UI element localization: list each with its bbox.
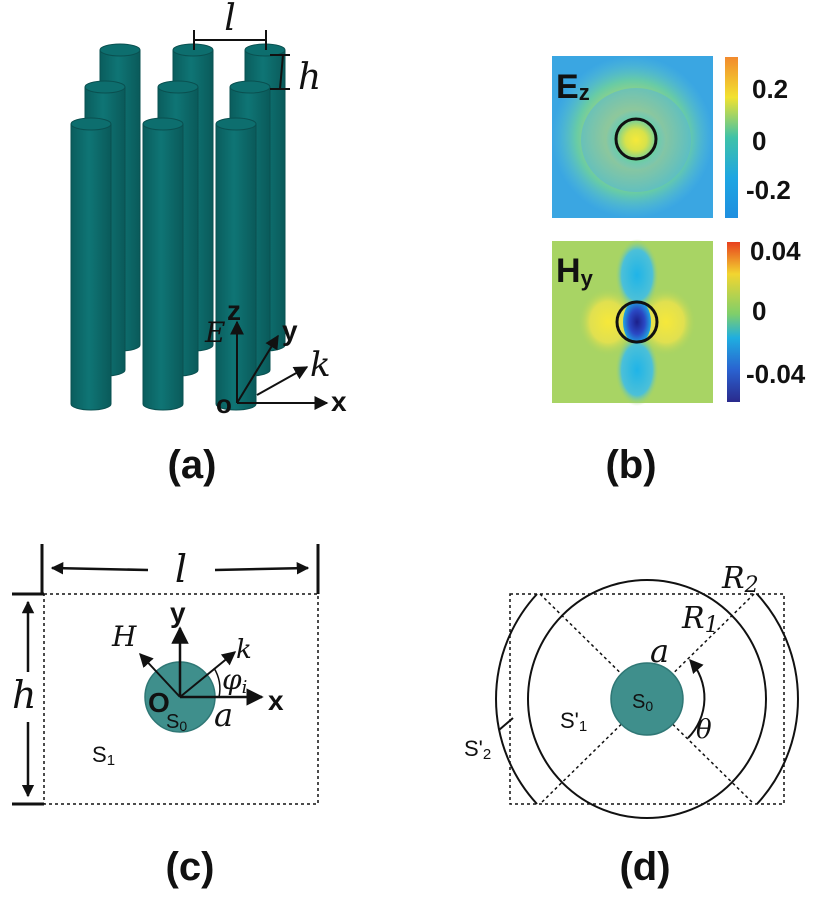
ez-cylinder-outline xyxy=(614,117,658,161)
panel-d-integration-regions: R2 R1 a S0 S'1 S'2 θ (d) xyxy=(464,561,799,889)
origin-label-c: O xyxy=(148,687,170,718)
ez-field-map: Ez 0.2 0 -0.2 xyxy=(552,56,791,218)
field-e-label: E xyxy=(204,316,225,349)
unit-cell-boundary-d xyxy=(509,593,785,805)
wave-k-label-c: k xyxy=(236,635,252,665)
circle-r1 xyxy=(527,579,767,819)
axis-z-label: z xyxy=(227,295,241,326)
r2-label: R2 xyxy=(721,561,759,598)
arc-r2-left xyxy=(495,593,538,805)
ez-tick-top: 0.2 xyxy=(752,74,788,104)
cylinder-3-2 xyxy=(142,117,184,411)
incidence-angle-arc xyxy=(213,667,221,698)
height-label-c: h xyxy=(12,673,36,717)
hy-tick-bot: -0.04 xyxy=(746,359,806,389)
radius-label-d: a xyxy=(650,632,669,670)
hy-field-map: Hy 0.04 0 -0.04 xyxy=(552,236,806,406)
caption-c: (c) xyxy=(166,845,215,889)
axis-x-label: x xyxy=(331,386,347,417)
lattice-constant-label: l xyxy=(224,0,236,39)
hy-label: Hy xyxy=(556,252,594,291)
cylinder-cross-section-d xyxy=(610,662,684,736)
region-s1-label: S1 xyxy=(92,742,115,769)
cylinder-3-1 xyxy=(70,117,112,411)
width-label: l xyxy=(175,547,187,591)
height-dimension: h xyxy=(270,54,321,98)
region-s1-prime-label: S'1 xyxy=(560,708,587,735)
ez-label: Ez xyxy=(556,68,590,106)
origin-label: o xyxy=(216,389,232,419)
panel-c-unit-cell: l h y x O H k φi a S0 S1 (c) xyxy=(12,544,320,889)
axis-y-label: y xyxy=(282,315,298,346)
arc-r2-right xyxy=(756,593,799,805)
incidence-angle-label: φi xyxy=(222,663,247,698)
theta-label: θ xyxy=(696,715,712,745)
unit-cell-boundary xyxy=(43,593,319,805)
ez-tick-mid: 0 xyxy=(752,126,766,156)
panel-b-field-maps: Ez 0.2 0 -0.2 Hy 0.04 0 -0.04 (b) xyxy=(552,56,806,487)
lattice-constant-dimension: l xyxy=(193,0,267,50)
coordinate-axes: z y x o E k xyxy=(204,295,347,419)
hy-cylinder-outline xyxy=(615,300,659,344)
field-h-label: H xyxy=(111,620,137,653)
region-s2-prime-label: S'2 xyxy=(464,736,491,763)
axis-y-label-c: y xyxy=(170,597,186,628)
panel-a-cylinder-lattice: l h z y x o E k (a) xyxy=(70,0,347,487)
ez-colorbar xyxy=(725,57,738,218)
height-dimension-c: h xyxy=(12,592,44,806)
cylinder-3-3 xyxy=(215,117,257,411)
region-s0-label-d: S0 xyxy=(632,691,653,714)
r1-label: R1 xyxy=(681,601,719,638)
radius-label-c: a xyxy=(214,696,233,734)
theta-arc xyxy=(687,658,706,739)
hy-tick-mid: 0 xyxy=(752,296,766,326)
cylinder-array xyxy=(70,43,286,411)
axis-x-label-c: x xyxy=(268,685,284,716)
hy-colorbar xyxy=(727,242,740,402)
hy-tick-top: 0.04 xyxy=(750,236,801,266)
ez-tick-bot: -0.2 xyxy=(746,175,791,205)
caption-b: (b) xyxy=(605,443,656,487)
wave-k-label: k xyxy=(310,345,331,385)
caption-d: (d) xyxy=(619,845,670,889)
caption-a: (a) xyxy=(168,443,217,487)
region-s0-label-c: S0 xyxy=(166,711,187,734)
width-dimension: l xyxy=(40,544,320,594)
height-label: h xyxy=(298,57,321,98)
